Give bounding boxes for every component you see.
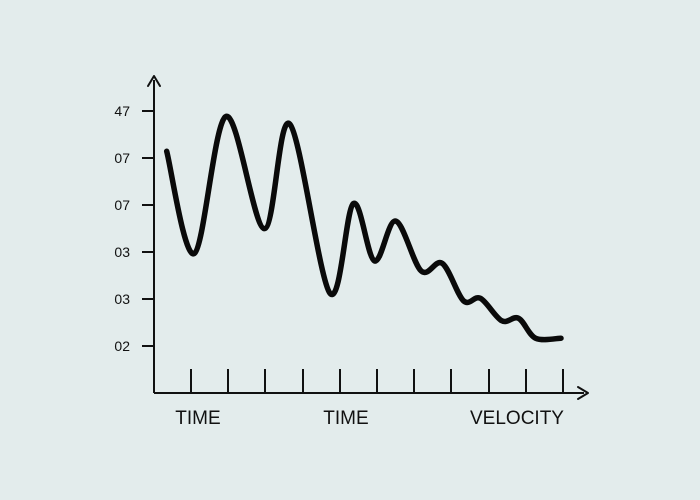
y-tick-label: 03 (114, 291, 130, 307)
series-line (163, 113, 564, 343)
x-axis (154, 386, 589, 400)
y-axis-arrow (147, 75, 161, 87)
x-label: VELOCITY (470, 408, 564, 429)
y-tick-labels: 47 07 07 03 03 02 (114, 103, 130, 354)
y-tick-label: 07 (114, 197, 130, 213)
y-tick-label: 47 (114, 103, 130, 119)
x-ticks (190, 369, 564, 393)
y-axis (147, 75, 161, 393)
y-ticks (142, 110, 154, 347)
x-labels: TIME TIME VELOCITY (175, 408, 564, 429)
y-tick-label: 02 (114, 338, 130, 354)
y-tick-label: 03 (114, 244, 130, 260)
series-layer (163, 113, 564, 343)
y-tick-label: 07 (114, 150, 130, 166)
x-label: TIME (175, 408, 220, 429)
x-label: TIME (323, 408, 368, 429)
x-axis-arrow (577, 386, 589, 400)
